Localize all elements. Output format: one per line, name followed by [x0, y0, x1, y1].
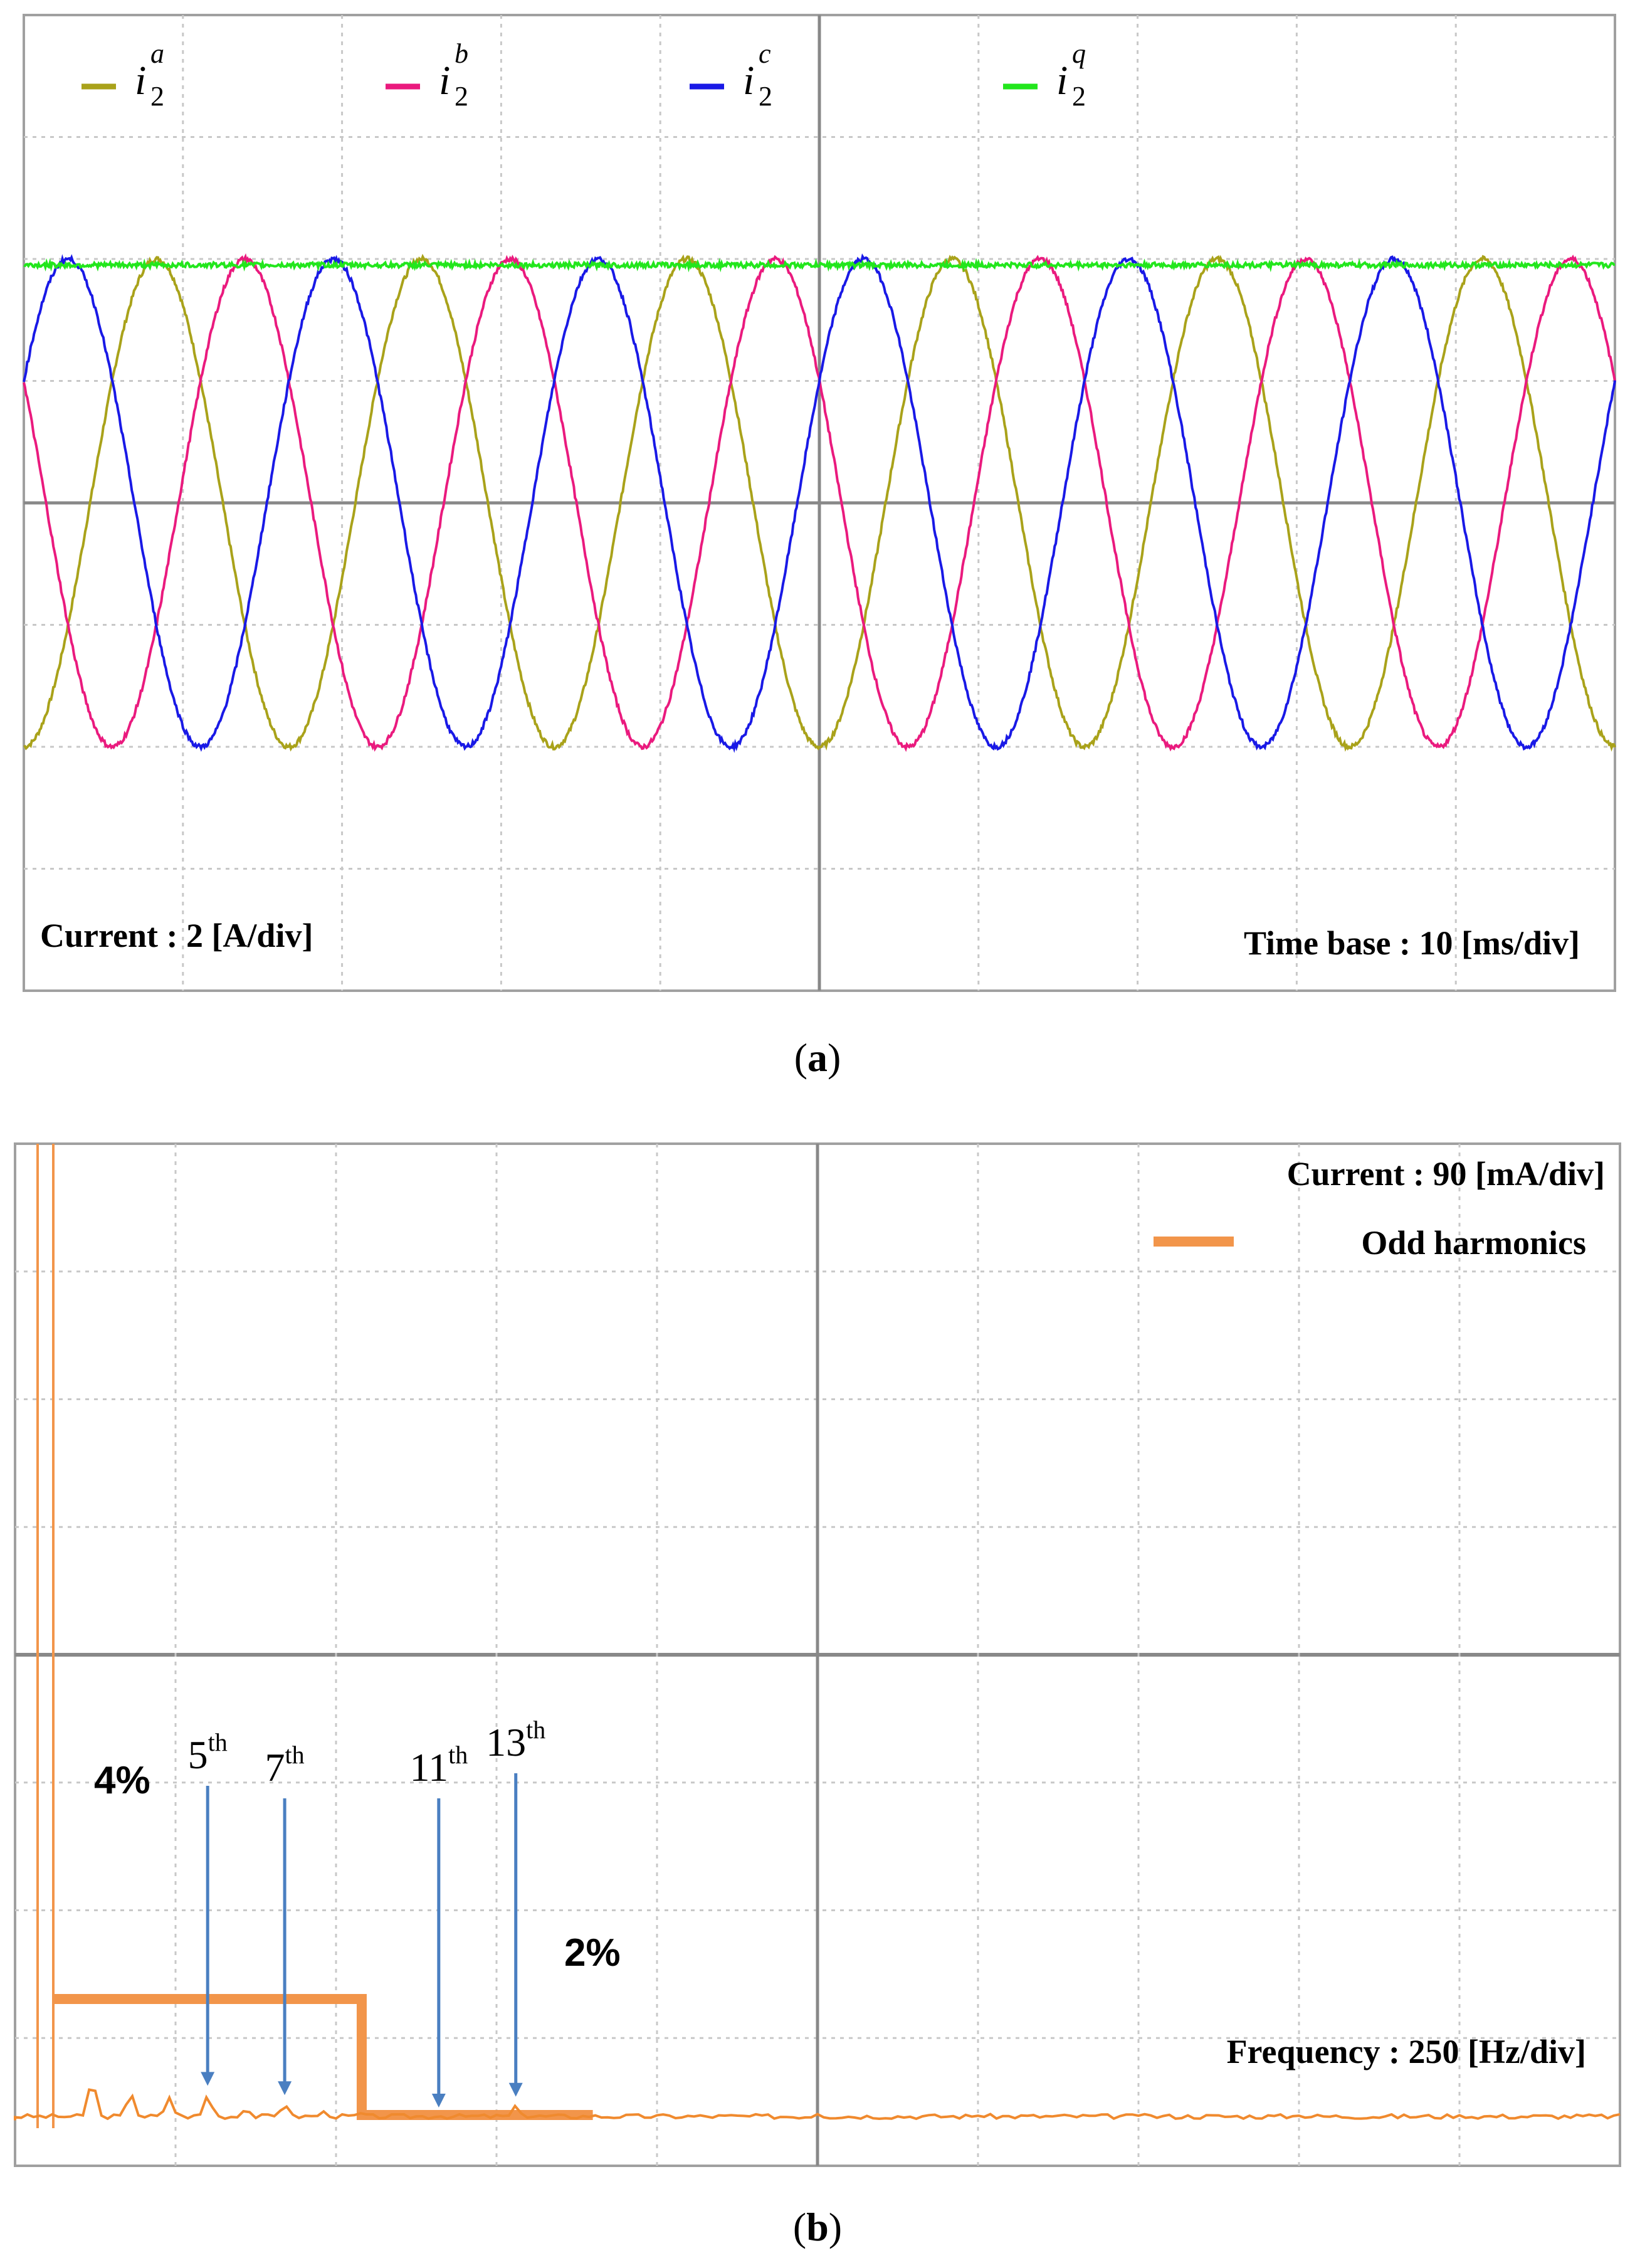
legend-sub: 2	[455, 81, 468, 112]
trace-i2q	[23, 258, 1616, 273]
oscilloscope-panel-a: ia2 ib2 ic2 iq2 Current : 2 [A/div] Time ba…	[23, 14, 1616, 992]
harmonic-11: 11th	[409, 1741, 468, 2108]
harmonic-7: 7th	[265, 1741, 305, 2096]
legend-sub: 2	[759, 81, 772, 112]
legend-sup: q	[1072, 38, 1086, 69]
scale-label-a: Current : 2 [A/div]	[40, 917, 313, 954]
panel-b: 5th 7th 11th 13th Current : 90 [mA/div] Odd…	[0, 1129, 1635, 2268]
spectrum-line	[14, 2088, 1621, 2121]
spectrum-trace	[14, 1144, 1621, 2128]
limit-high-label: 4%	[94, 1759, 150, 1802]
limit-low-label: 2%	[564, 1931, 621, 1975]
legend-item-a: ia 2	[81, 38, 164, 112]
legend-label-odd-harmonics: Odd harmonics	[1361, 1224, 1586, 1262]
trace-i2c	[23, 253, 1616, 753]
legend-item-c: ic 2	[690, 38, 772, 112]
legend-sup: c	[759, 38, 771, 69]
legend-item-b: ib 2	[386, 38, 468, 112]
harmonic-13: 13th	[486, 1716, 545, 2097]
harmonic-arrow-head	[278, 2081, 292, 2096]
legend-item-q: iq 2	[1003, 38, 1086, 112]
caption-b-letter: b	[806, 2205, 829, 2249]
harmonic-arrow-head	[508, 2082, 523, 2097]
caption-a: (a)	[794, 1035, 841, 1080]
traces-a	[23, 253, 1616, 753]
legend-base: i	[439, 58, 450, 103]
legend-sup: a	[150, 38, 164, 69]
timebase-label-a: Time base : 10 [ms/div]	[1244, 924, 1580, 962]
freq-label-b: Frequency : 250 [Hz/div]	[1227, 2033, 1586, 2070]
legend-sub: 2	[150, 81, 164, 112]
legend-a: ia2 ib2 ic2 iq2	[81, 38, 1086, 112]
legend-base: i	[743, 58, 754, 103]
scale-label-b: Current : 90 [mA/div]	[1287, 1155, 1605, 1193]
grid-b	[15, 1144, 1620, 2166]
caption-b: (b)	[792, 2205, 843, 2249]
legend-sup: b	[455, 38, 468, 69]
legend-base: i	[1056, 58, 1068, 103]
legend-base: i	[135, 58, 146, 103]
caption-a-letter: a	[807, 1035, 828, 1080]
harmonic-label: 13th	[486, 1716, 545, 1764]
harmonic-label: 7th	[265, 1741, 305, 1790]
legend-sub: 2	[1072, 81, 1086, 112]
harmonic-arrow-head	[431, 2094, 446, 2108]
harmonic-arrow-head	[201, 2072, 215, 2086]
trace-i2a	[23, 253, 1616, 752]
